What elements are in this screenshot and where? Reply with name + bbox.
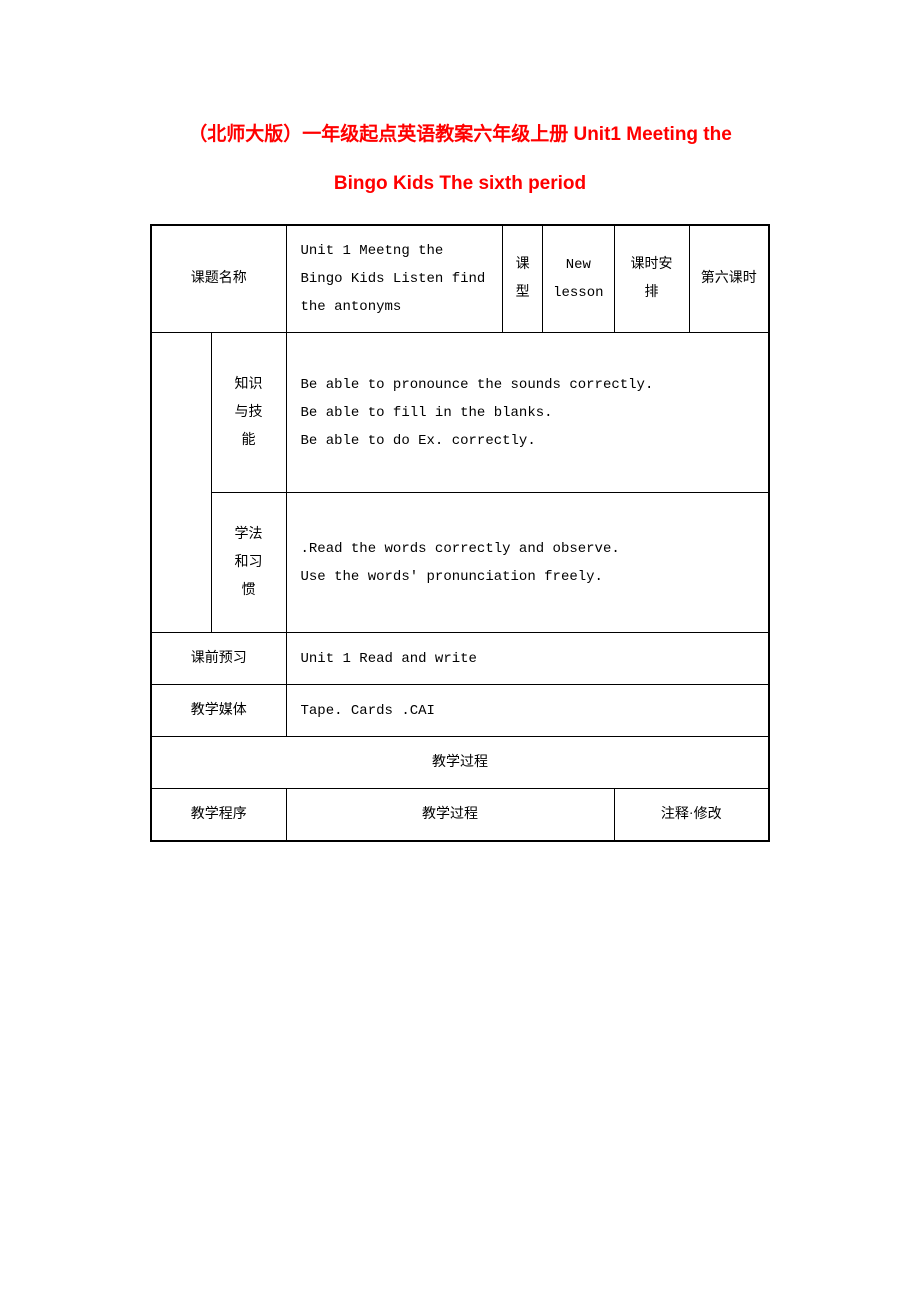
period-value: 第六课时: [689, 225, 769, 333]
topic-value: Unit 1 Meetng the Bingo Kids Listen find…: [286, 225, 503, 333]
sequence-col1: 教学程序: [151, 789, 286, 841]
process-header: 教学过程: [151, 737, 769, 789]
preview-value: Unit 1 Read and write: [286, 633, 769, 685]
lesson-plan-table: 课题名称 Unit 1 Meetng the Bingo Kids Listen…: [150, 224, 770, 842]
title-line2: Bingo Kids The sixth period: [150, 159, 770, 208]
methods-row: 学法 和习 惯 .Read the words correctly and ob…: [151, 493, 769, 633]
sequence-row: 教学程序 教学过程 注释·修改: [151, 789, 769, 841]
title-line1: （北师大版）一年级起点英语教案六年级上册 Unit1 Meeting the: [188, 124, 732, 145]
period-label: 课时安排: [614, 225, 689, 333]
media-label: 教学媒体: [151, 685, 286, 737]
objectives-row: 知识 与技 能 Be able to pronounce the sounds …: [151, 333, 769, 493]
preview-row: 课前预习 Unit 1 Read and write: [151, 633, 769, 685]
methods-content: .Read the words correctly and observe. U…: [286, 493, 769, 633]
preview-label: 课前预习: [151, 633, 286, 685]
process-header-row: 教学过程: [151, 737, 769, 789]
type-value: New lesson: [543, 225, 614, 333]
sequence-col2: 教学过程: [286, 789, 614, 841]
methods-label: 学法 和习 惯: [211, 493, 286, 633]
media-value: Tape. Cards .CAI: [286, 685, 769, 737]
header-row: 课题名称 Unit 1 Meetng the Bingo Kids Listen…: [151, 225, 769, 333]
media-row: 教学媒体 Tape. Cards .CAI: [151, 685, 769, 737]
topic-label: 课题名称: [151, 225, 286, 333]
objectives-content: Be able to pronounce the sounds correctl…: [286, 333, 769, 493]
type-label: 课型: [503, 225, 543, 333]
sequence-col3: 注释·修改: [614, 789, 769, 841]
objectives-category: [151, 333, 211, 633]
objectives-label: 知识 与技 能: [211, 333, 286, 493]
page-title: （北师大版）一年级起点英语教案六年级上册 Unit1 Meeting the B…: [150, 110, 770, 209]
